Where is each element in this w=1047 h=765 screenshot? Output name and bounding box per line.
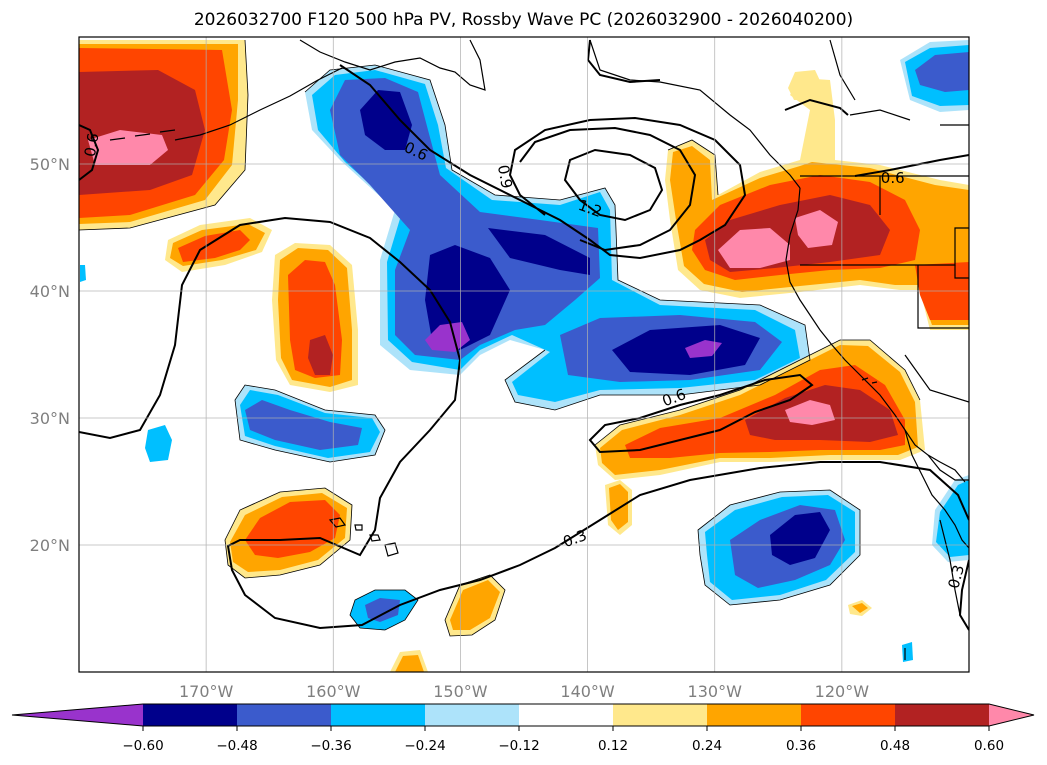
- colorbar-tick-label: 0.24: [692, 738, 722, 754]
- colorbar-segment: [613, 704, 708, 726]
- map-frame: [78, 36, 970, 673]
- colorbar-tick-label: 0.12: [598, 738, 628, 754]
- positive-anomaly-small: [450, 580, 500, 630]
- contour-0.6: [784, 98, 849, 116]
- colorbar-tick-label: −0.48: [216, 738, 257, 754]
- contour-label: 0.3: [945, 563, 969, 591]
- lat-tick-label: 40°N: [30, 282, 70, 301]
- positive-anomaly-west: [178, 230, 250, 262]
- positive-anomaly-west: [308, 335, 333, 375]
- colorbar-tick-label: 0.36: [786, 738, 816, 754]
- contour-label: 0.6: [881, 169, 905, 187]
- baja-peninsula: [904, 429, 969, 549]
- positive-anomaly-small: [788, 70, 822, 100]
- negative-anomaly-central: [360, 90, 760, 375]
- colorbar-extend-max: [989, 704, 1034, 726]
- latitude-tick-labels: 50°N 40°N 30°N 20°N: [30, 155, 70, 555]
- svg-text:0.6: 0.6: [81, 132, 103, 159]
- colorbar-segment: [519, 704, 614, 726]
- colorbar-segment: [895, 704, 990, 726]
- map-plot-area: [79, 37, 969, 672]
- contour-label: 0.6: [81, 132, 103, 159]
- contour-0.6: [586, 39, 661, 84]
- svg-text:0.6: 0.6: [881, 169, 905, 187]
- contour-label: 0.9: [494, 163, 516, 190]
- hawaii-islands: [328, 517, 399, 557]
- negative-anomaly-small: [80, 265, 86, 282]
- contour-0.3: [79, 216, 969, 630]
- colorbar-segment: [801, 704, 896, 726]
- positive-anomaly-hawaii: [245, 500, 340, 558]
- svg-text:0.3: 0.3: [945, 563, 969, 591]
- colorbar-tick-label: −0.12: [498, 738, 539, 754]
- lat-tick-label: 30°N: [30, 409, 70, 428]
- colorbar-tick-label: −0.36: [310, 738, 351, 754]
- colorbar: −0.60 −0.48 −0.36 −0.24 −0.12 0.12 0.24 0.36 0.4…: [11, 703, 1035, 754]
- lon-tick-label: 120°W: [815, 682, 870, 701]
- colorbar-tick-label: −0.60: [122, 738, 163, 754]
- alaska-peninsula: [174, 67, 343, 141]
- contour-0.6: [79, 124, 100, 181]
- us-state-border: [917, 265, 969, 329]
- positive-anomaly-california: [785, 400, 835, 425]
- negative-anomaly-east: [915, 52, 969, 92]
- contour-1.2: [563, 148, 664, 222]
- positive-anomaly-small: [609, 484, 628, 530]
- us-state-border: [954, 265, 969, 279]
- lon-tick-label: 130°W: [688, 682, 743, 701]
- lat-tick-label: 50°N: [30, 155, 70, 174]
- colorbar-segment: [707, 704, 802, 726]
- negative-anomaly-small: [365, 598, 400, 622]
- negative-anomaly-se: [770, 512, 830, 565]
- colorbar-segment: [143, 704, 238, 726]
- mexico-coast: [939, 519, 961, 616]
- channel-islands: [861, 377, 878, 384]
- alaska-coastline: [299, 39, 486, 91]
- canada-interior: [849, 109, 911, 121]
- positive-anomaly-pnw: [718, 210, 838, 268]
- pv-contour-lines: [79, 39, 969, 631]
- positive-anomaly-nw: [79, 70, 205, 195]
- negative-anomaly-small: [902, 642, 913, 662]
- map-title: 2026032700 F120 500 hPa PV, Rossby Wave …: [193, 10, 854, 30]
- us-state-border: [800, 227, 969, 266]
- us-state-border: [904, 354, 969, 403]
- contour-0.3: [958, 559, 969, 631]
- lon-tick-label: 150°W: [433, 682, 488, 701]
- lon-tick-label: 170°W: [179, 682, 234, 701]
- coastlines-and-borders: [109, 39, 969, 660]
- colorbar-tick-label: 0.48: [880, 738, 910, 754]
- colorbar-tick-label: −0.24: [404, 738, 445, 754]
- hudson-line: [829, 39, 856, 101]
- svg-text:0.9: 0.9: [494, 163, 516, 190]
- lon-tick-label: 160°W: [306, 682, 361, 701]
- longitude-tick-labels: 170°W 160°W 150°W 140°W 130°W 120°W: [179, 682, 869, 701]
- colorbar-extend-min: [12, 704, 143, 726]
- colorbar-segment: [331, 704, 426, 726]
- pv-filled-contours: [79, 40, 969, 672]
- colorbar-tick-label: 0.60: [974, 738, 1004, 754]
- negative-anomaly-west: [245, 400, 362, 450]
- positive-anomaly-small: [852, 603, 868, 613]
- contour-0.6: [588, 373, 814, 454]
- gulf-california: [927, 454, 966, 483]
- positive-anomaly-nw: [88, 130, 168, 165]
- contour-0.6: [339, 64, 747, 260]
- colorbar-segment: [237, 704, 332, 726]
- positive-anomaly-small: [395, 655, 424, 672]
- contour-0.9: [519, 126, 697, 252]
- negative-anomaly-small: [145, 425, 172, 462]
- colorbar-segment: [425, 704, 520, 726]
- map-gridlines: [79, 37, 969, 672]
- aleutian-islands: [109, 129, 176, 141]
- negative-anomaly-core: [425, 322, 722, 358]
- lat-tick-label: 20°N: [30, 536, 70, 555]
- contour-0.6: [854, 154, 969, 177]
- lon-tick-label: 140°W: [560, 682, 615, 701]
